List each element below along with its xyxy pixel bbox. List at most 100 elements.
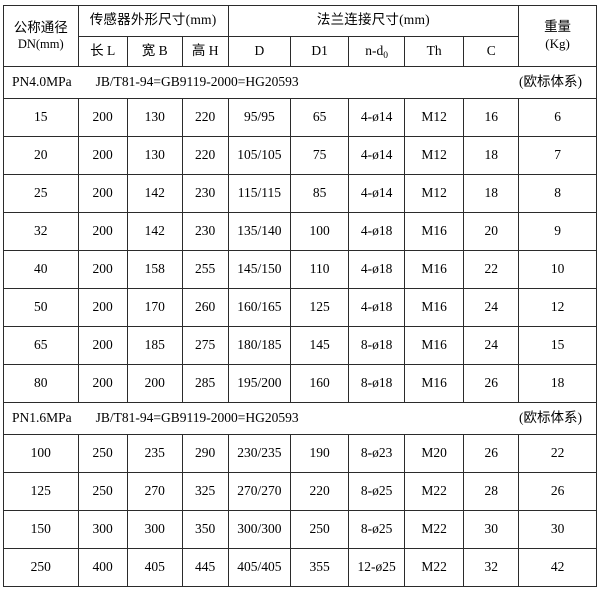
cell-thread: M16 xyxy=(404,212,465,251)
cell-bolt-holes: 4-ø18 xyxy=(348,288,406,327)
cell-weight: 22 xyxy=(518,434,597,473)
cell-dn: 150 xyxy=(3,510,79,549)
cell-dn: 40 xyxy=(3,250,79,289)
table-row: 15 200 130 220 95/95 65 4-ø14 M12 16 6 xyxy=(3,98,597,137)
cell-length: 250 xyxy=(77,434,128,473)
cell-dn: 15 xyxy=(3,98,79,137)
header-nominal-diameter-unit: DN(mm) xyxy=(17,36,64,51)
cell-length: 250 xyxy=(77,472,128,511)
cell-dn: 32 xyxy=(3,212,79,251)
cell-bolt-holes: 8-ø25 xyxy=(348,510,406,549)
cell-weight: 42 xyxy=(518,548,597,587)
cell-width: 142 xyxy=(126,212,183,251)
header-col-d: D xyxy=(227,35,292,67)
cell-weight: 7 xyxy=(518,136,597,175)
cell-d: 405/405 xyxy=(227,548,292,587)
section-header-row: PN1.6MPa JB/T81-94=GB9119-2000=HG20593 (欧标… xyxy=(3,402,597,435)
table-row: 25 200 142 230 115/115 85 4-ø14 M12 18 8 xyxy=(3,174,597,213)
cell-weight: 26 xyxy=(518,472,597,511)
header-col-length: 长 L xyxy=(77,35,128,67)
cell-weight: 15 xyxy=(518,326,597,365)
cell-d: 160/165 xyxy=(227,288,292,327)
cell-height: 445 xyxy=(181,548,229,587)
cell-height: 230 xyxy=(181,174,229,213)
cell-d: 195/200 xyxy=(227,364,292,403)
section-standard-system-note: (欧标体系) xyxy=(519,74,582,90)
cell-height: 350 xyxy=(181,510,229,549)
cell-d: 230/235 xyxy=(227,434,292,473)
cell-thread: M12 xyxy=(404,98,465,137)
cell-width: 130 xyxy=(126,98,183,137)
cell-dn: 20 xyxy=(3,136,79,175)
cell-length: 200 xyxy=(77,326,128,365)
cell-thread: M20 xyxy=(404,434,465,473)
cell-d: 105/105 xyxy=(227,136,292,175)
cell-thread: M16 xyxy=(404,250,465,289)
section-pressure-rating: PN4.0MPa xyxy=(12,74,72,90)
cell-dn: 100 xyxy=(3,434,79,473)
cell-bolt-holes: 8-ø18 xyxy=(348,326,406,365)
cell-d1: 160 xyxy=(290,364,350,403)
cell-weight: 18 xyxy=(518,364,597,403)
cell-bolt-holes: 4-ø18 xyxy=(348,212,406,251)
cell-length: 400 xyxy=(77,548,128,587)
cell-length: 200 xyxy=(77,250,128,289)
cell-length: 200 xyxy=(77,136,128,175)
cell-dn: 65 xyxy=(3,326,79,365)
cell-thread: M22 xyxy=(404,472,465,511)
cell-height: 285 xyxy=(181,364,229,403)
cell-width: 300 xyxy=(126,510,183,549)
cell-width: 270 xyxy=(126,472,183,511)
header-group-sensor-dimensions: 传感器外形尺寸(mm) xyxy=(77,5,229,37)
cell-d1: 75 xyxy=(290,136,350,175)
cell-d: 270/270 xyxy=(227,472,292,511)
header-weight-unit: (Kg) xyxy=(545,36,570,52)
cell-bolt-holes: 4-ø14 xyxy=(348,174,406,213)
table-row: 150 300 300 350 300/300 250 8-ø25 M22 30 30 xyxy=(3,510,597,549)
cell-weight: 9 xyxy=(518,212,597,251)
cell-width: 170 xyxy=(126,288,183,327)
header-col-height: 高 H xyxy=(181,35,229,67)
cell-length: 200 xyxy=(77,174,128,213)
cell-c: 26 xyxy=(463,434,520,473)
cell-thread: M16 xyxy=(404,364,465,403)
header-col-d1: D1 xyxy=(290,35,350,67)
header-col-bolt-holes-text: n-d xyxy=(365,42,384,58)
table-row: 125 250 270 325 270/270 220 8-ø25 M22 28 26 xyxy=(3,472,597,511)
cell-height: 290 xyxy=(181,434,229,473)
cell-dn: 50 xyxy=(3,288,79,327)
cell-height: 255 xyxy=(181,250,229,289)
cell-d1: 110 xyxy=(290,250,350,289)
cell-length: 200 xyxy=(77,212,128,251)
cell-length: 200 xyxy=(77,98,128,137)
cell-d1: 100 xyxy=(290,212,350,251)
table-row: 250 400 405 445 405/405 355 12-ø25 M22 32 42 xyxy=(3,548,597,587)
flange-specification-table: 公称通径 DN(mm) 传感器外形尺寸(mm) 法兰连接尺寸(mm) 重量 (Kg) 长 L… xyxy=(3,5,597,587)
cell-d1: 145 xyxy=(290,326,350,365)
cell-weight: 6 xyxy=(518,98,597,137)
section-header-cell: PN4.0MPa JB/T81-94=GB9119-2000=HG20593 (欧标… xyxy=(3,66,597,99)
cell-height: 220 xyxy=(181,98,229,137)
cell-c: 32 xyxy=(463,548,520,587)
cell-c: 18 xyxy=(463,174,520,213)
section-standard-codes: JB/T81-94=GB9119-2000=HG20593 xyxy=(95,74,299,90)
cell-d1: 190 xyxy=(290,434,350,473)
cell-width: 200 xyxy=(126,364,183,403)
cell-dn: 125 xyxy=(3,472,79,511)
cell-height: 220 xyxy=(181,136,229,175)
cell-c: 18 xyxy=(463,136,520,175)
cell-weight: 12 xyxy=(518,288,597,327)
cell-bolt-holes: 4-ø14 xyxy=(348,98,406,137)
cell-c: 24 xyxy=(463,288,520,327)
header-group-flange-dimensions: 法兰连接尺寸(mm) xyxy=(227,5,520,37)
header-col-bolt-holes: n-d0 xyxy=(348,35,406,67)
cell-d1: 85 xyxy=(290,174,350,213)
cell-d1: 65 xyxy=(290,98,350,137)
cell-d: 95/95 xyxy=(227,98,292,137)
table-row: 65 200 185 275 180/185 145 8-ø18 M16 24 15 xyxy=(3,326,597,365)
cell-length: 200 xyxy=(77,288,128,327)
cell-bolt-holes: 8-ø25 xyxy=(348,472,406,511)
section-pressure-rating: PN1.6MPa xyxy=(12,410,72,426)
cell-width: 142 xyxy=(126,174,183,213)
header-weight-cn: 重量 xyxy=(544,19,572,35)
